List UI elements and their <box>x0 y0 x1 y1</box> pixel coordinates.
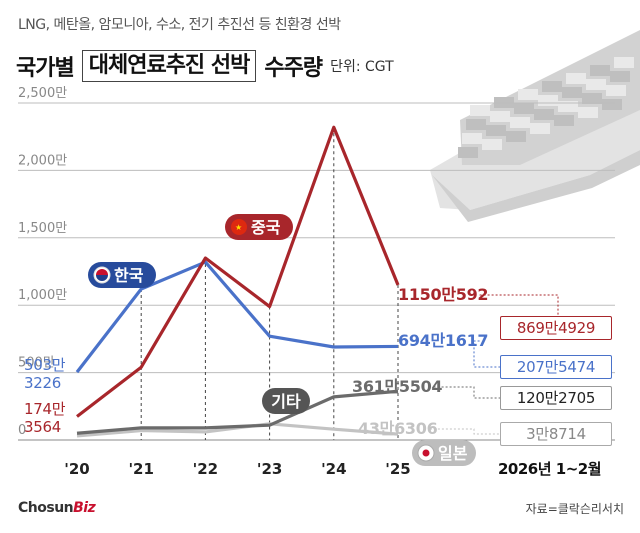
other-series-tag-label: 기타 <box>271 392 301 411</box>
unit-label: 단위: CGT <box>330 59 394 75</box>
y-tick-label: 2,500만 <box>18 86 67 101</box>
y-tick-label: 2,000만 <box>18 153 67 168</box>
y-tick-label: 500만 <box>18 356 55 371</box>
brand-logo: ChosunBiz <box>18 500 96 516</box>
korea-flag-blue <box>96 275 108 281</box>
title: 국가별 대체연료추진 선박 수주량 단위: CGT <box>16 50 394 82</box>
other-series-tag-pill <box>262 388 310 414</box>
ship-container <box>490 111 510 122</box>
brand-main: Chosun <box>18 500 74 516</box>
title-prefix: 국가별 <box>16 56 75 81</box>
china-flag-star: ★ <box>235 223 242 232</box>
ship-container <box>482 139 502 150</box>
y-tick-label: 1,500만 <box>18 221 67 236</box>
ship-container <box>510 117 530 128</box>
brand-accent: Biz <box>73 500 96 516</box>
ship-container <box>542 81 562 92</box>
first-value-label: 3564 <box>24 418 61 436</box>
ship-illustration <box>430 30 640 222</box>
ship-container <box>614 57 634 68</box>
leader-line <box>429 428 500 435</box>
japan-series-tag-label: 일본 <box>438 444 468 463</box>
subtitle: LNG, 메탄올, 암모니아, 수소, 전기 추진선 등 친환경 선박 <box>18 17 341 33</box>
ship-container <box>518 89 538 100</box>
x-tick-label: '23 <box>257 460 282 478</box>
y-tick-label: 1,000만 <box>18 288 67 303</box>
period-value-box: 3만8714 <box>500 422 612 446</box>
x-tick-label: '22 <box>193 460 218 478</box>
ship-container <box>562 87 582 98</box>
series-line-0 <box>75 260 399 374</box>
first-value-label: 174만 <box>24 400 66 418</box>
last-value-label: 694만1617 <box>398 331 488 350</box>
source-note: 자료=클락슨리서치 <box>525 502 624 516</box>
period-value-box: 869만4929 <box>500 316 612 340</box>
ship-container <box>578 107 598 118</box>
ship-container <box>458 147 478 158</box>
ship-container <box>606 85 626 96</box>
ship-container <box>514 103 534 114</box>
first-value-label: 503만 <box>24 356 66 374</box>
series-line-1 <box>76 125 400 418</box>
y-tick-label: 0 <box>18 423 26 438</box>
korea-series-tag-label: 한국 <box>114 266 144 285</box>
leader-line <box>433 386 500 399</box>
leader-line <box>473 340 500 368</box>
ship-container <box>554 115 574 126</box>
period-value-box: 120만2705 <box>500 386 612 410</box>
ship-container <box>582 93 602 104</box>
korea-flag-red <box>96 269 108 275</box>
series-line-2 <box>76 389 399 435</box>
ship-container <box>538 95 558 106</box>
last-value-label: 1150만592 <box>398 285 488 304</box>
last-value-label: 361만5504 <box>352 377 442 396</box>
x-tick-label: '20 <box>64 460 89 478</box>
ship-container <box>462 133 482 144</box>
last-value-label: 43만6306 <box>358 419 438 438</box>
first-value-label: 3226 <box>24 374 61 392</box>
ship-container <box>610 71 630 82</box>
ship-container <box>486 125 506 136</box>
ship-container <box>590 65 610 76</box>
period-label: 2026년 1~2월 <box>498 460 602 478</box>
ship-container <box>586 79 606 90</box>
title-boxed: 대체연료추진 선박 <box>81 50 257 82</box>
ship-container <box>506 131 526 142</box>
x-tick-label: '25 <box>385 460 410 478</box>
ship-container <box>534 109 554 120</box>
title-suffix: 수주량 <box>264 56 323 81</box>
china-flag-icon <box>231 219 247 235</box>
ship-container <box>602 99 622 110</box>
ship-container <box>530 123 550 134</box>
ship-container <box>470 105 490 116</box>
china-series-tag-label: 중국 <box>251 218 281 237</box>
period-value-box: 207만5474 <box>500 355 612 379</box>
x-tick-label: '21 <box>128 460 153 478</box>
ship-container <box>466 119 486 130</box>
japan-flag-dot <box>422 449 430 457</box>
x-tick-label: '24 <box>321 460 346 478</box>
ship-container <box>566 73 586 84</box>
ship-container <box>558 101 578 112</box>
